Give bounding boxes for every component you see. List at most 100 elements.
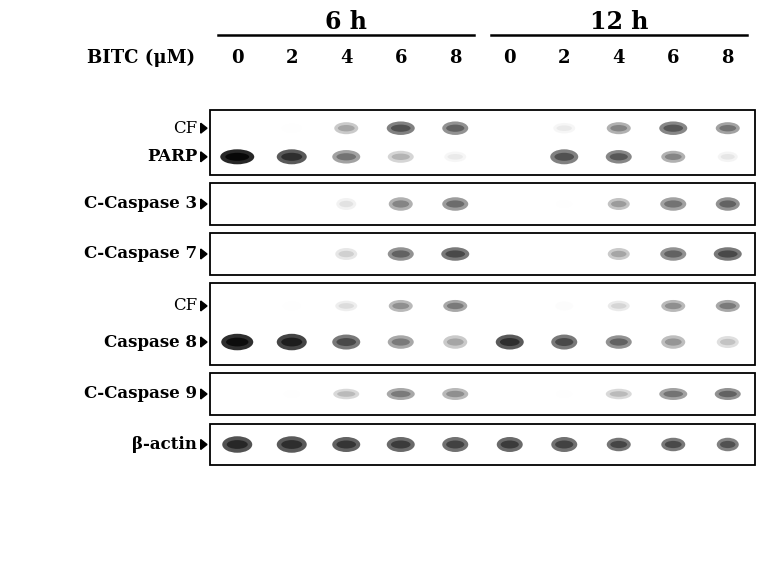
Bar (210, 110, 755, 175)
Ellipse shape (226, 338, 248, 346)
Bar (210, 233, 755, 275)
Polygon shape (200, 152, 207, 162)
Ellipse shape (391, 440, 410, 449)
Ellipse shape (225, 153, 249, 161)
Ellipse shape (388, 151, 414, 163)
Ellipse shape (659, 388, 687, 400)
Ellipse shape (606, 150, 631, 163)
Ellipse shape (556, 200, 572, 208)
Ellipse shape (389, 198, 412, 211)
Ellipse shape (284, 390, 300, 398)
Polygon shape (200, 389, 207, 399)
Ellipse shape (392, 153, 410, 160)
Text: 6: 6 (395, 49, 407, 67)
Ellipse shape (719, 125, 736, 131)
Text: β-actin: β-actin (132, 436, 197, 453)
Ellipse shape (662, 437, 685, 451)
Ellipse shape (496, 335, 524, 350)
Ellipse shape (554, 123, 575, 134)
Ellipse shape (611, 251, 627, 257)
Ellipse shape (446, 200, 464, 207)
Ellipse shape (720, 441, 736, 448)
Text: 4: 4 (340, 49, 352, 67)
Ellipse shape (715, 198, 739, 211)
Bar (210, 424, 755, 465)
Ellipse shape (336, 338, 356, 346)
Ellipse shape (719, 303, 736, 309)
Ellipse shape (443, 388, 468, 400)
Ellipse shape (392, 200, 409, 207)
Ellipse shape (446, 391, 464, 397)
Ellipse shape (662, 151, 685, 163)
Text: 2: 2 (285, 49, 298, 67)
Text: 4: 4 (612, 49, 625, 67)
Ellipse shape (222, 436, 252, 453)
Ellipse shape (335, 122, 359, 134)
Ellipse shape (610, 339, 628, 346)
Text: PARP: PARP (146, 148, 197, 166)
Ellipse shape (446, 250, 465, 257)
Polygon shape (200, 440, 207, 450)
Ellipse shape (447, 339, 463, 346)
Ellipse shape (608, 301, 630, 311)
Ellipse shape (441, 248, 470, 261)
Ellipse shape (336, 153, 356, 160)
Ellipse shape (332, 437, 360, 452)
Text: 0: 0 (503, 49, 516, 67)
Ellipse shape (608, 198, 630, 210)
Ellipse shape (611, 201, 627, 207)
Ellipse shape (338, 251, 354, 257)
Ellipse shape (665, 441, 682, 448)
Ellipse shape (718, 250, 738, 257)
Ellipse shape (720, 339, 736, 345)
Polygon shape (200, 337, 207, 347)
Text: 8: 8 (722, 49, 734, 67)
Ellipse shape (443, 121, 468, 135)
Ellipse shape (446, 440, 464, 449)
Ellipse shape (387, 388, 415, 400)
Bar (210, 183, 755, 225)
Ellipse shape (717, 336, 739, 348)
Text: C-Caspase 9: C-Caspase 9 (84, 386, 197, 403)
Ellipse shape (610, 391, 628, 397)
Ellipse shape (392, 250, 410, 257)
Ellipse shape (281, 440, 302, 449)
Ellipse shape (387, 437, 415, 452)
Ellipse shape (447, 303, 463, 309)
Ellipse shape (664, 124, 683, 132)
Ellipse shape (715, 122, 739, 134)
Ellipse shape (611, 441, 627, 448)
Ellipse shape (221, 149, 254, 164)
Ellipse shape (443, 300, 467, 312)
Ellipse shape (555, 440, 574, 449)
Ellipse shape (665, 153, 682, 160)
Ellipse shape (665, 303, 682, 309)
Ellipse shape (339, 201, 353, 207)
Ellipse shape (281, 338, 302, 346)
Ellipse shape (557, 125, 572, 131)
Ellipse shape (555, 302, 574, 310)
Ellipse shape (333, 389, 359, 399)
Polygon shape (200, 301, 207, 311)
Ellipse shape (664, 200, 682, 207)
Text: 0: 0 (231, 49, 244, 67)
Ellipse shape (338, 125, 355, 131)
Ellipse shape (281, 153, 302, 161)
Ellipse shape (556, 390, 572, 398)
Ellipse shape (283, 302, 301, 310)
Ellipse shape (662, 300, 685, 312)
Ellipse shape (388, 335, 414, 349)
Ellipse shape (500, 440, 519, 449)
Ellipse shape (500, 338, 520, 346)
Ellipse shape (611, 125, 627, 131)
Ellipse shape (392, 303, 409, 309)
Ellipse shape (335, 301, 357, 311)
Ellipse shape (554, 153, 574, 161)
Polygon shape (200, 199, 207, 209)
Ellipse shape (660, 248, 686, 261)
Text: 12 h: 12 h (590, 10, 648, 34)
Ellipse shape (335, 248, 357, 260)
Bar (210, 373, 755, 415)
Ellipse shape (447, 154, 463, 160)
Ellipse shape (607, 122, 631, 134)
